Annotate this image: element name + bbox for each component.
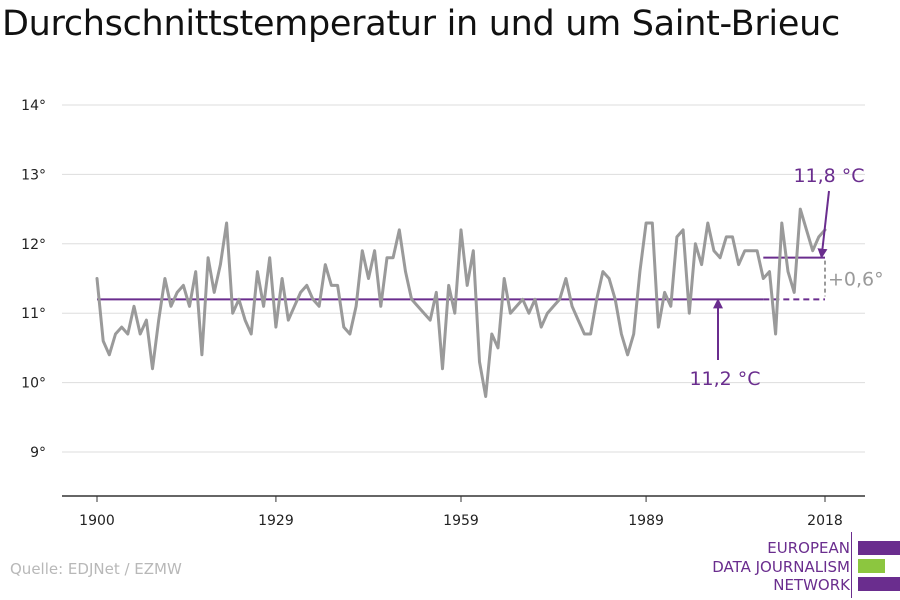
y-tick-label-10: 10° (21, 376, 46, 392)
series-line-1 (95, 207, 827, 398)
average-label-2: 11,8 °C (793, 165, 864, 187)
difference-label: +0,6° (828, 269, 884, 291)
y-axis-ticks: 9° 10° 11° 12° 13° 14° (21, 98, 46, 461)
logo-bar-purple-top (858, 541, 900, 555)
chart-title: Durchschnittstemperatur in und um Saint-… (2, 4, 840, 44)
gridlines (62, 104, 865, 453)
edjnet-logo: EUROPEAN DATA JOURNALISM NETWORK (700, 530, 900, 600)
logo-bar-purple-bottom (858, 577, 900, 591)
logo-divider (851, 532, 852, 598)
logo-bar-green (858, 559, 885, 573)
y-tick-label-12: 12° (21, 237, 46, 253)
y-tick-label-14: 14° (21, 98, 46, 114)
y-tick-label-13: 13° (21, 167, 46, 183)
x-tick-label-1959: 1959 (443, 513, 479, 529)
average-arrow-2 (817, 190, 830, 259)
x-tick-label-1929: 1929 (258, 513, 294, 529)
annotations: +0,6° 11,8 °C 11,2 °C (689, 165, 883, 390)
y-tick-label-11: 11° (21, 306, 46, 322)
logo-line-data-journalism: DATA JOURNALISM (712, 558, 850, 576)
average-label-1: 11,2 °C (689, 368, 760, 390)
y-tick-label-9: 9° (30, 445, 46, 461)
logo-line-network: NETWORK (773, 576, 850, 594)
x-tick-label-1989: 1989 (628, 513, 664, 529)
temperature-series (95, 207, 827, 398)
x-tick-label-2018: 2018 (807, 513, 843, 529)
logo-line-european: EUROPEAN (767, 539, 850, 557)
x-tick-label-1900: 1900 (79, 513, 115, 529)
x-axis: 1900 1929 1959 1989 2018 (62, 495, 865, 529)
source-note: Quelle: EDJNet / EZMW (10, 560, 182, 578)
